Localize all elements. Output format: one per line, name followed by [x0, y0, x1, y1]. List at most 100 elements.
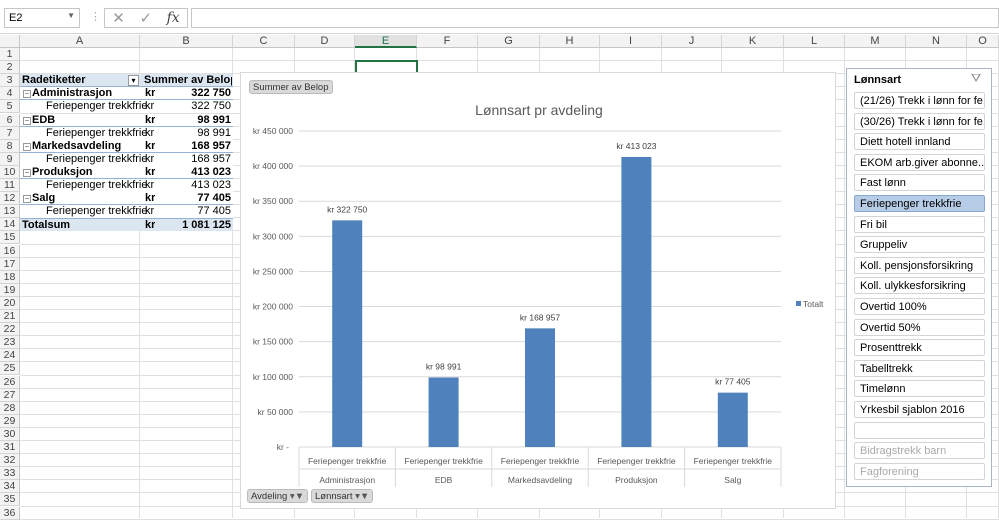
slicer-item[interactable]: EKOM arb.giver abonne...: [854, 153, 985, 171]
row-header-23[interactable]: 23: [0, 336, 20, 350]
clear-filter-icon[interactable]: ⛛: [971, 71, 982, 85]
column-header-N[interactable]: N: [906, 35, 967, 48]
row-header-5[interactable]: 5: [0, 100, 20, 114]
column-header-L[interactable]: L: [784, 35, 845, 48]
row-header-26[interactable]: 26: [0, 375, 20, 389]
column-header-K[interactable]: K: [722, 35, 784, 48]
column-header-E[interactable]: E: [355, 35, 417, 48]
pivot-row-currency: kr: [145, 139, 156, 152]
pivot-row: − Administrasjon kr 322 750: [20, 87, 233, 101]
pivot-row-label: Feriepenger trekkfrie: [46, 100, 148, 113]
row-header-2[interactable]: 2: [0, 61, 20, 75]
axis-field-button[interactable]: Avdeling ▾▼: [247, 489, 309, 503]
pivot-row-value: 322 750: [191, 87, 231, 100]
slicer-item[interactable]: Diett hotell innland: [854, 133, 985, 151]
column-header-J[interactable]: J: [662, 35, 722, 48]
bar-EDB[interactable]: [428, 377, 459, 447]
row-header-6[interactable]: 6: [0, 113, 20, 127]
bar-Markedsavdeling[interactable]: [525, 328, 555, 447]
row-header-10[interactable]: 10: [0, 165, 20, 179]
row-header-20[interactable]: 20: [0, 296, 20, 310]
row-header-12[interactable]: 12: [0, 192, 20, 206]
pivot-chart[interactable]: Summer av Belop Lønnsart pr avdeling kr -…: [240, 72, 836, 509]
row-header-4[interactable]: 4: [0, 87, 20, 101]
select-all-button[interactable]: [0, 35, 20, 48]
chevron-down-icon[interactable]: ▼: [67, 11, 75, 20]
axis-field-label: Avdeling: [251, 491, 288, 502]
column-header-M[interactable]: M: [845, 35, 906, 48]
slicer-item[interactable]: Gruppeliv: [854, 236, 985, 254]
row-header-19[interactable]: 19: [0, 283, 20, 297]
value-field-button[interactable]: Summer av Belop: [249, 80, 333, 94]
slicer-item[interactable]: Koll. ulykkesforsikring: [854, 277, 985, 295]
column-header-O[interactable]: O: [967, 35, 999, 48]
slicer-item[interactable]: Overtid 50%: [854, 318, 985, 336]
slicer-item[interactable]: Yrkesbil sjablon 2016: [854, 401, 985, 418]
check-icon[interactable]: ✓: [139, 10, 153, 27]
row-header-7[interactable]: 7: [0, 126, 20, 140]
row-header-33[interactable]: 33: [0, 467, 20, 481]
bar-Salg[interactable]: [717, 392, 748, 447]
slicer-item[interactable]: Koll. pensjonsforsikring: [854, 256, 985, 274]
row-header-14[interactable]: 14: [0, 218, 20, 232]
column-header-C[interactable]: C: [233, 35, 295, 48]
row-header-11[interactable]: 11: [0, 179, 20, 193]
column-header-I[interactable]: I: [600, 35, 662, 48]
pivot-header-row: Radetiketter ▾ Summer av Belop: [20, 74, 233, 88]
row-header-28[interactable]: 28: [0, 401, 20, 415]
row-header-18[interactable]: 18: [0, 270, 20, 284]
row-header-16[interactable]: 16: [0, 244, 20, 258]
row-header-29[interactable]: 29: [0, 414, 20, 428]
column-header-B[interactable]: B: [140, 35, 233, 48]
slicer-item[interactable]: (30/26) Trekk i lønn for fe...: [854, 112, 985, 130]
collapse-icon[interactable]: −: [23, 115, 31, 125]
row-header-3[interactable]: 3: [0, 74, 20, 88]
row-header-9[interactable]: 9: [0, 152, 20, 166]
row-header-22[interactable]: 22: [0, 323, 20, 337]
slicer-item[interactable]: Overtid 100%: [854, 298, 985, 315]
slicer-item[interactable]: Fagforening: [854, 462, 985, 480]
slicer-item[interactable]: (21/26) Trekk i lønn for fe...: [854, 92, 985, 109]
row-header-32[interactable]: 32: [0, 454, 20, 468]
row-header-24[interactable]: 24: [0, 349, 20, 363]
column-header-H[interactable]: H: [540, 35, 600, 48]
column-header-G[interactable]: G: [478, 35, 540, 48]
filter-dropdown-icon[interactable]: ▾: [128, 75, 139, 87]
bar-Produksjon[interactable]: [621, 156, 652, 447]
y-tick-label: kr -: [277, 442, 289, 452]
collapse-icon[interactable]: −: [23, 141, 31, 151]
collapse-icon[interactable]: −: [23, 167, 31, 177]
slicer-item[interactable]: Bidragstrekk barn: [854, 442, 985, 460]
formula-bar: E2 ▼ ⋮ ✕ ✓ fx: [0, 0, 999, 34]
collapse-icon[interactable]: −: [23, 89, 31, 99]
row-header-8[interactable]: 8: [0, 139, 20, 153]
bar-Administrasjon[interactable]: [332, 220, 363, 447]
column-header-D[interactable]: D: [295, 35, 355, 48]
row-header-13[interactable]: 13: [0, 205, 20, 219]
slicer-item[interactable]: Tabelltrekk: [854, 359, 985, 377]
slicer-item[interactable]: Fri bil: [854, 215, 985, 233]
row-header-30[interactable]: 30: [0, 427, 20, 441]
slicer-item[interactable]: Fast lønn: [854, 174, 985, 192]
slicer-item[interactable]: Prosenttrekk: [854, 339, 985, 357]
name-box[interactable]: E2 ▼: [4, 8, 80, 28]
row-header-15[interactable]: 15: [0, 231, 20, 245]
slicer-item[interactable]: Feriepenger trekkfrie: [854, 195, 985, 212]
slicer-item[interactable]: [854, 421, 985, 439]
column-header-F[interactable]: F: [417, 35, 478, 48]
formula-input[interactable]: [191, 8, 999, 28]
row-header-34[interactable]: 34: [0, 480, 20, 494]
row-header-25[interactable]: 25: [0, 362, 20, 376]
row-header-17[interactable]: 17: [0, 257, 20, 271]
row-header-27[interactable]: 27: [0, 388, 20, 402]
close-icon[interactable]: ✕: [112, 10, 125, 27]
row-header-21[interactable]: 21: [0, 310, 20, 324]
row-header-31[interactable]: 31: [0, 441, 20, 455]
fx-icon[interactable]: fx: [166, 10, 180, 26]
slicer-item[interactable]: Timelønn: [854, 380, 985, 398]
row-header-1[interactable]: 1: [0, 48, 20, 62]
column-header-A[interactable]: A: [20, 35, 140, 48]
collapse-icon[interactable]: −: [23, 194, 31, 204]
row-header-35[interactable]: 35: [0, 493, 20, 507]
legend-field-button[interactable]: Lønnsart ▾▼: [311, 489, 374, 503]
